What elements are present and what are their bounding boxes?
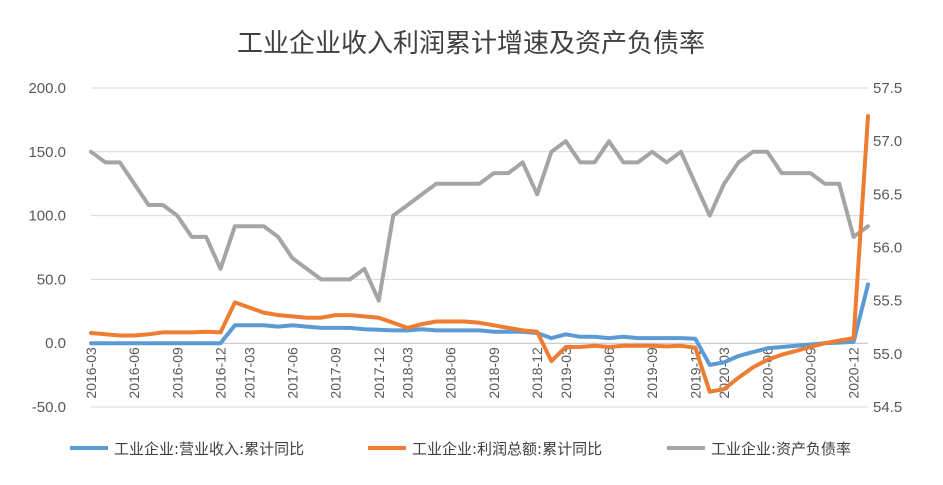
- left-axis-tick-label: 100.0: [28, 208, 66, 225]
- x-axis-tick-label: 2019-06: [601, 347, 617, 399]
- right-axis-tick-label: 55.5: [873, 293, 902, 310]
- legend-label-debt-ratio: 工业企业:资产负债率: [711, 440, 851, 458]
- x-axis-tick-label: 2017-09: [328, 347, 344, 399]
- x-axis-tick-label: 2019-09: [644, 347, 660, 399]
- left-axis-ticks: -50.0 0.0 50.0 100.0 150.0 200.0: [28, 80, 66, 416]
- left-axis-tick-label: 150.0: [28, 144, 66, 161]
- x-axis-ticks: 2016-03 2016-06 2016-09 2016-12 2017-03 2017-…: [83, 347, 862, 399]
- right-axis-tick-label: 56.0: [873, 240, 902, 257]
- legend-item-profit: 工业企业:利润总额:累计同比: [368, 440, 602, 458]
- x-axis-tick-label: 2018-06: [443, 347, 459, 399]
- series-lines: [89, 114, 870, 394]
- x-axis-tick-label: 2018-09: [486, 347, 502, 399]
- right-axis-tick-label: 54.5: [873, 399, 902, 416]
- x-axis-tick-label: 2017-12: [371, 347, 387, 399]
- legend-item-debt-ratio: 工业企业:资产负债率: [667, 440, 851, 458]
- right-axis-tick-label: 55.0: [873, 346, 902, 363]
- x-axis-tick-label: 2016-06: [126, 347, 142, 399]
- right-axis-ticks: 54.5 55.0 55.5 56.0 56.5 57.0 57.5: [873, 80, 902, 416]
- left-axis-tick-label: 200.0: [28, 80, 66, 97]
- left-axis-tick-label: 0.0: [45, 335, 66, 352]
- x-axis-tick-label: 2018-12: [529, 347, 545, 399]
- x-axis-tick-label: 2020-06: [759, 347, 775, 399]
- x-axis-tick-label: 2016-09: [169, 347, 185, 399]
- x-axis-tick-label: 2017-06: [284, 347, 300, 399]
- left-axis-tick-label: 50.0: [37, 271, 66, 288]
- x-axis-tick-label: 2019-03: [558, 347, 574, 399]
- legend: 工业企业:营业收入:累计同比 工业企业:利润总额:累计同比 工业企业:资产负债率: [70, 440, 851, 458]
- legend-label-revenue: 工业企业:营业收入:累计同比: [114, 440, 304, 458]
- legend-item-revenue: 工业企业:营业收入:累计同比: [70, 440, 304, 458]
- right-axis-tick-label: 56.5: [873, 186, 902, 203]
- x-axis-tick-label: 2018-03: [400, 347, 416, 399]
- x-axis-tick-label: 2016-12: [213, 347, 229, 399]
- series-line-1: [89, 114, 870, 394]
- x-axis-tick-label: 2017-03: [241, 347, 257, 399]
- x-axis-tick-label: 2020-12: [846, 347, 862, 399]
- series-line-0: [89, 282, 870, 367]
- grid: [91, 87, 868, 408]
- left-axis-tick-label: -50.0: [32, 399, 66, 416]
- right-axis-tick-label: 57.0: [873, 133, 902, 150]
- legend-label-profit: 工业企业:利润总额:累计同比: [412, 440, 602, 458]
- chart-title: 工业企业收入利润累计增速及资产负债率: [237, 29, 705, 59]
- series-line-2: [89, 139, 870, 303]
- x-axis-tick-label: 2016-03: [83, 347, 99, 399]
- x-axis-tick-label: 2020-09: [802, 347, 818, 399]
- right-axis-tick-label: 57.5: [873, 80, 902, 97]
- x-axis-tick-label: 2019-12: [687, 347, 703, 399]
